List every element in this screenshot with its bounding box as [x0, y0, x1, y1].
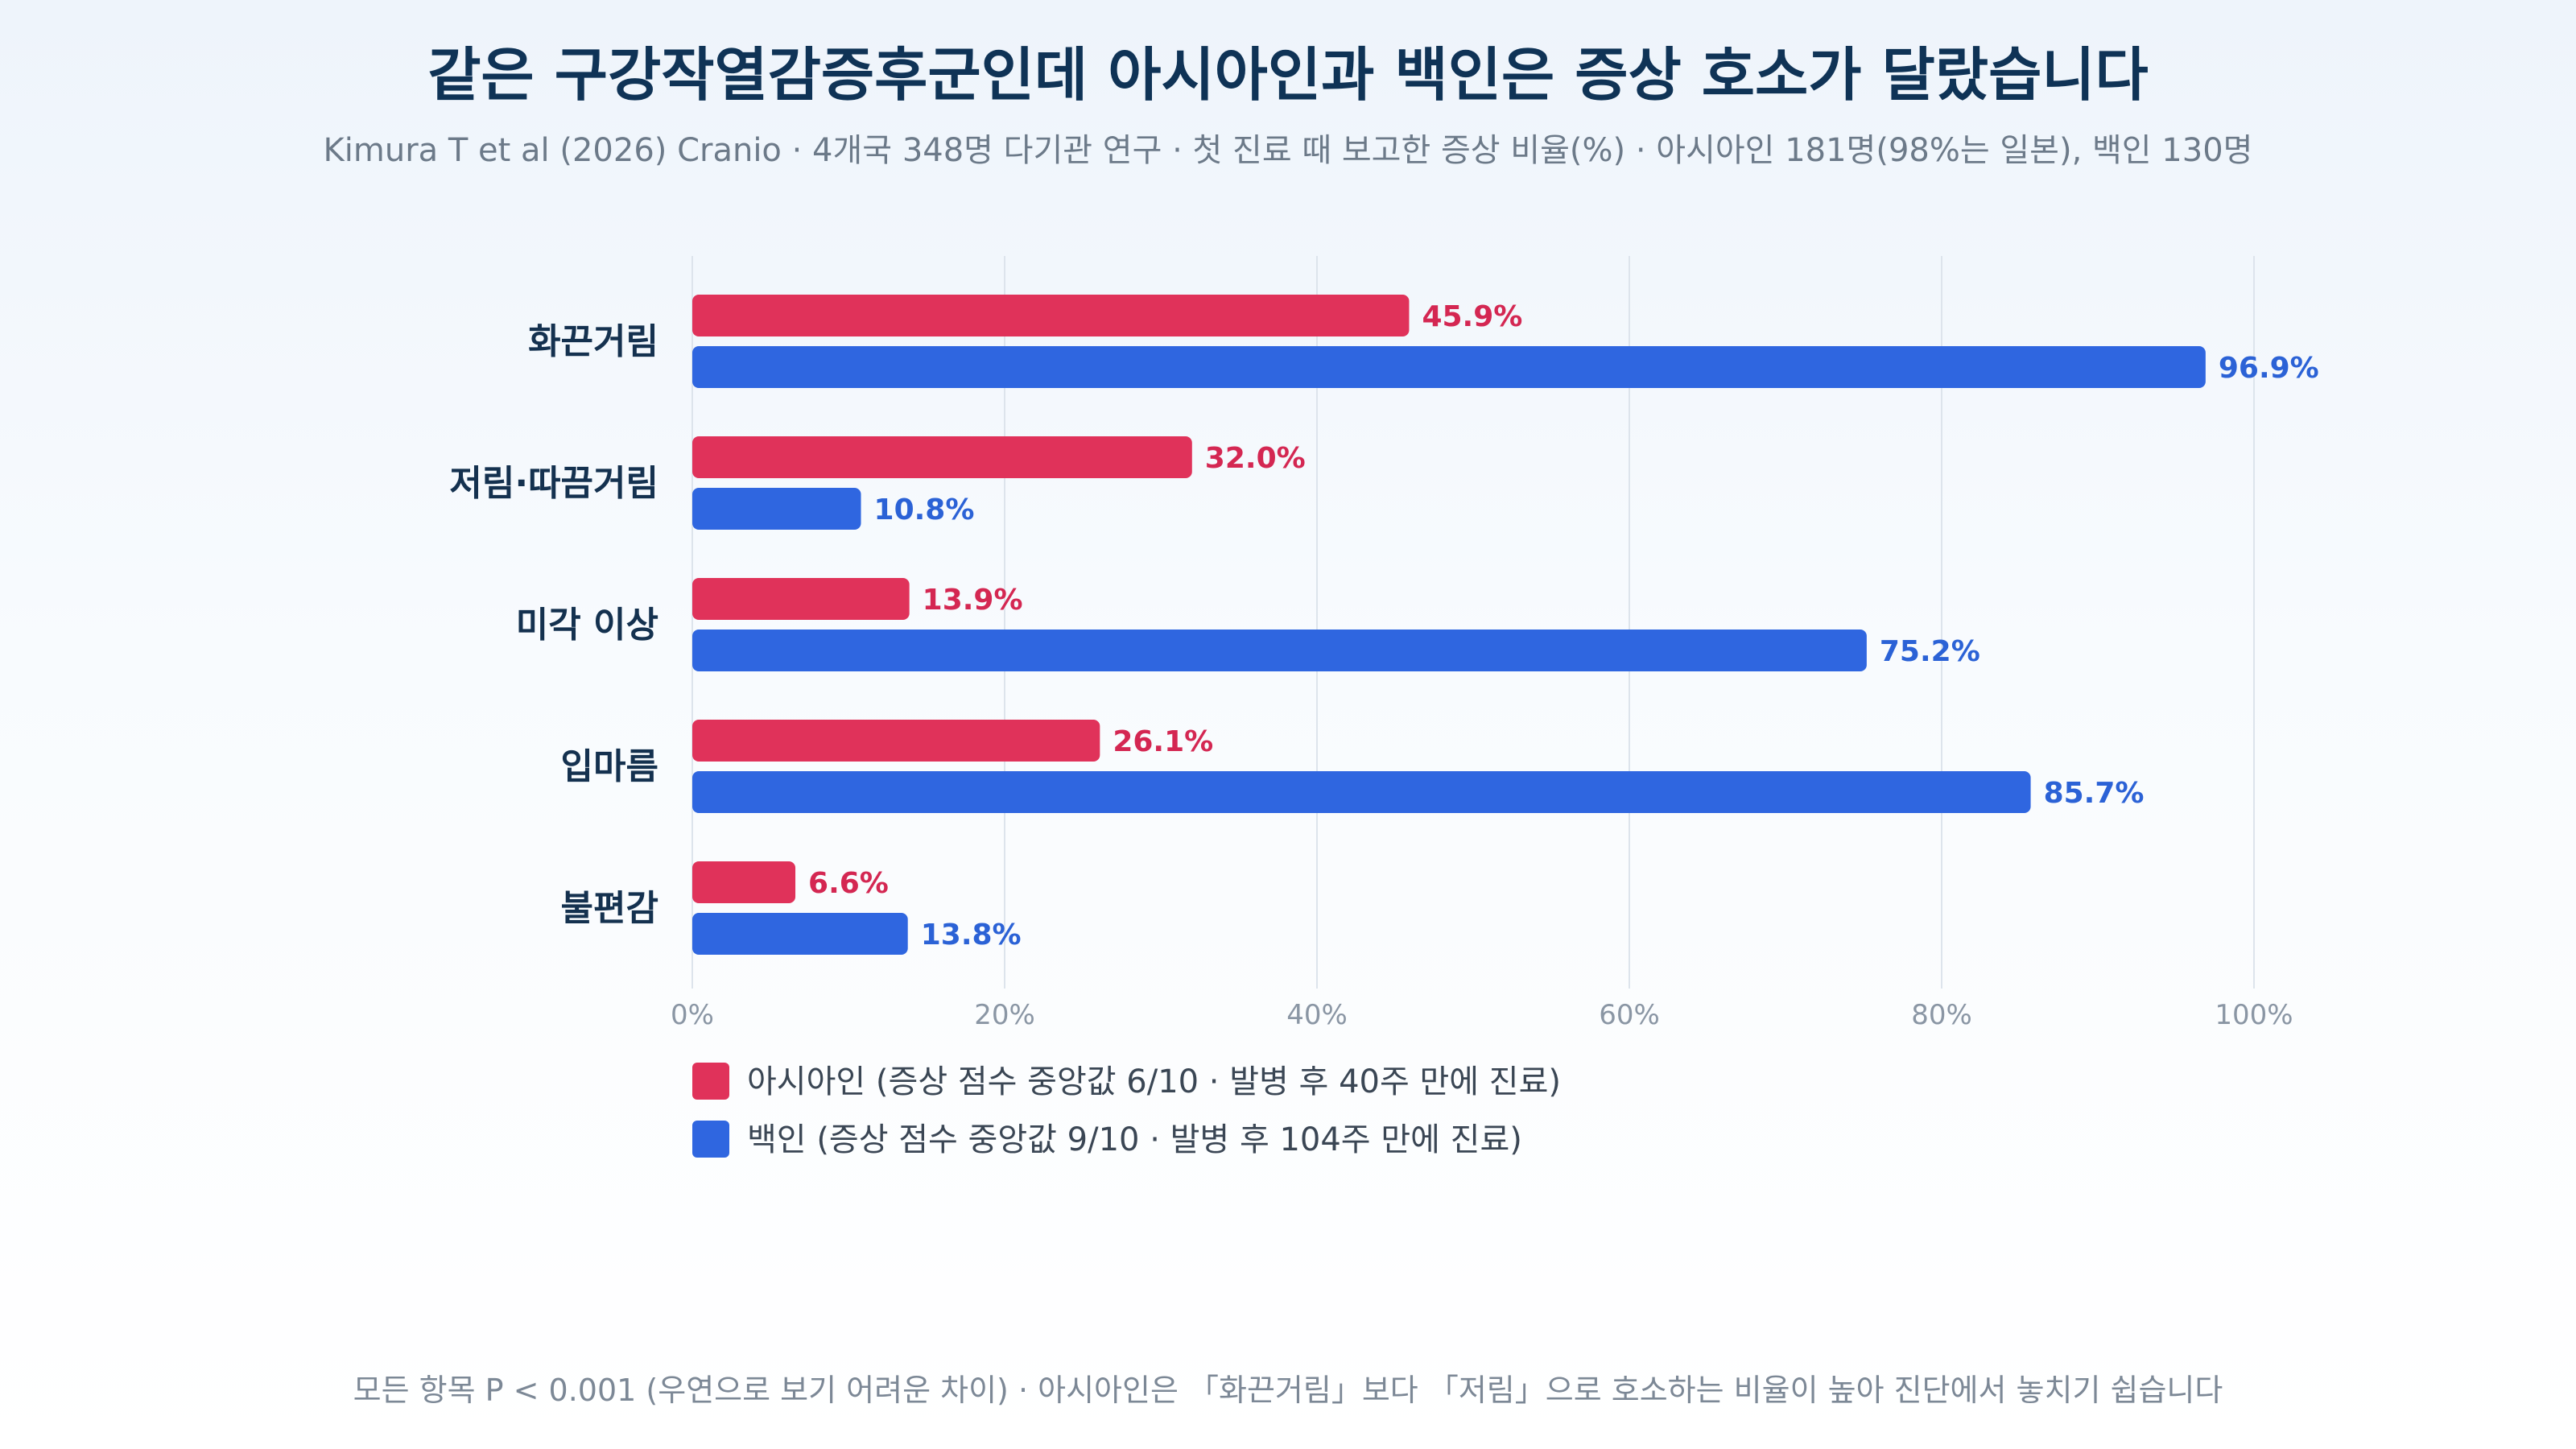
legend-label: 아시아인 (증상 점수 중앙값 6/10 · 발병 후 40주 만에 진료) — [747, 1063, 1561, 1100]
data-label: 10.8% — [874, 493, 975, 526]
x-tick-label: 80% — [1911, 999, 1972, 1031]
category-label: 저림·따끔거림 — [449, 463, 658, 504]
data-label: 13.8% — [921, 919, 1022, 952]
bar-white — [692, 630, 1867, 671]
bar-asian — [692, 861, 796, 903]
category-label: 화끈거림 — [528, 321, 658, 362]
x-tick-label: 60% — [1599, 999, 1660, 1031]
x-tick-label: 0% — [671, 999, 714, 1031]
bar-white — [692, 488, 861, 530]
x-tick-label: 40% — [1286, 999, 1348, 1031]
x-tick-label: 100% — [2215, 999, 2293, 1031]
category-label: 미각 이상 — [516, 605, 658, 646]
chart-subtitle: Kimura T et al (2026) Cranio · 4개국 348명 … — [324, 132, 2253, 169]
legend-swatch — [692, 1063, 729, 1100]
category-label: 입마름 — [561, 746, 658, 787]
bar-asian — [692, 436, 1192, 478]
category-label: 불편감 — [561, 888, 658, 929]
data-label: 96.9% — [2219, 352, 2319, 385]
value-axis: 0% 20% 40% 60% 80% 100% — [671, 999, 2293, 1031]
legend-swatch — [692, 1121, 729, 1158]
data-label: 13.9% — [923, 584, 1023, 617]
bar-asian — [692, 720, 1100, 762]
bars — [692, 295, 2206, 955]
data-labels: 45.9% 96.9% 32.0% 10.8% 13.9% 75.2% 26.1% 85.7%… — [808, 300, 2319, 952]
x-tick-label: 20% — [974, 999, 1035, 1031]
data-label: 45.9% — [1422, 300, 1522, 333]
legend-label: 백인 (증상 점수 중앙값 9/10 · 발병 후 104주 만에 진료) — [747, 1121, 1522, 1158]
bar-white — [692, 771, 2031, 813]
data-label: 75.2% — [1880, 635, 1980, 668]
bar-white — [692, 346, 2206, 388]
data-label: 6.6% — [808, 867, 889, 900]
data-label: 26.1% — [1113, 725, 1213, 758]
data-label: 32.0% — [1205, 442, 1306, 475]
legend: 아시아인 (증상 점수 중앙값 6/10 · 발병 후 40주 만에 진료) 백인… — [692, 1063, 1561, 1158]
chart-title: 같은 구강작열감증후군인데 아시아인과 백인은 증상 호소가 달랐습니다 — [427, 41, 2149, 109]
bar-white — [692, 913, 908, 955]
bar-asian — [692, 295, 1410, 336]
footnote: 모든 항목 P < 0.001 (우연으로 보기 어려운 차이) · 아시아인은… — [353, 1373, 2223, 1408]
data-label: 85.7% — [2044, 777, 2145, 810]
bar-asian — [692, 578, 910, 620]
